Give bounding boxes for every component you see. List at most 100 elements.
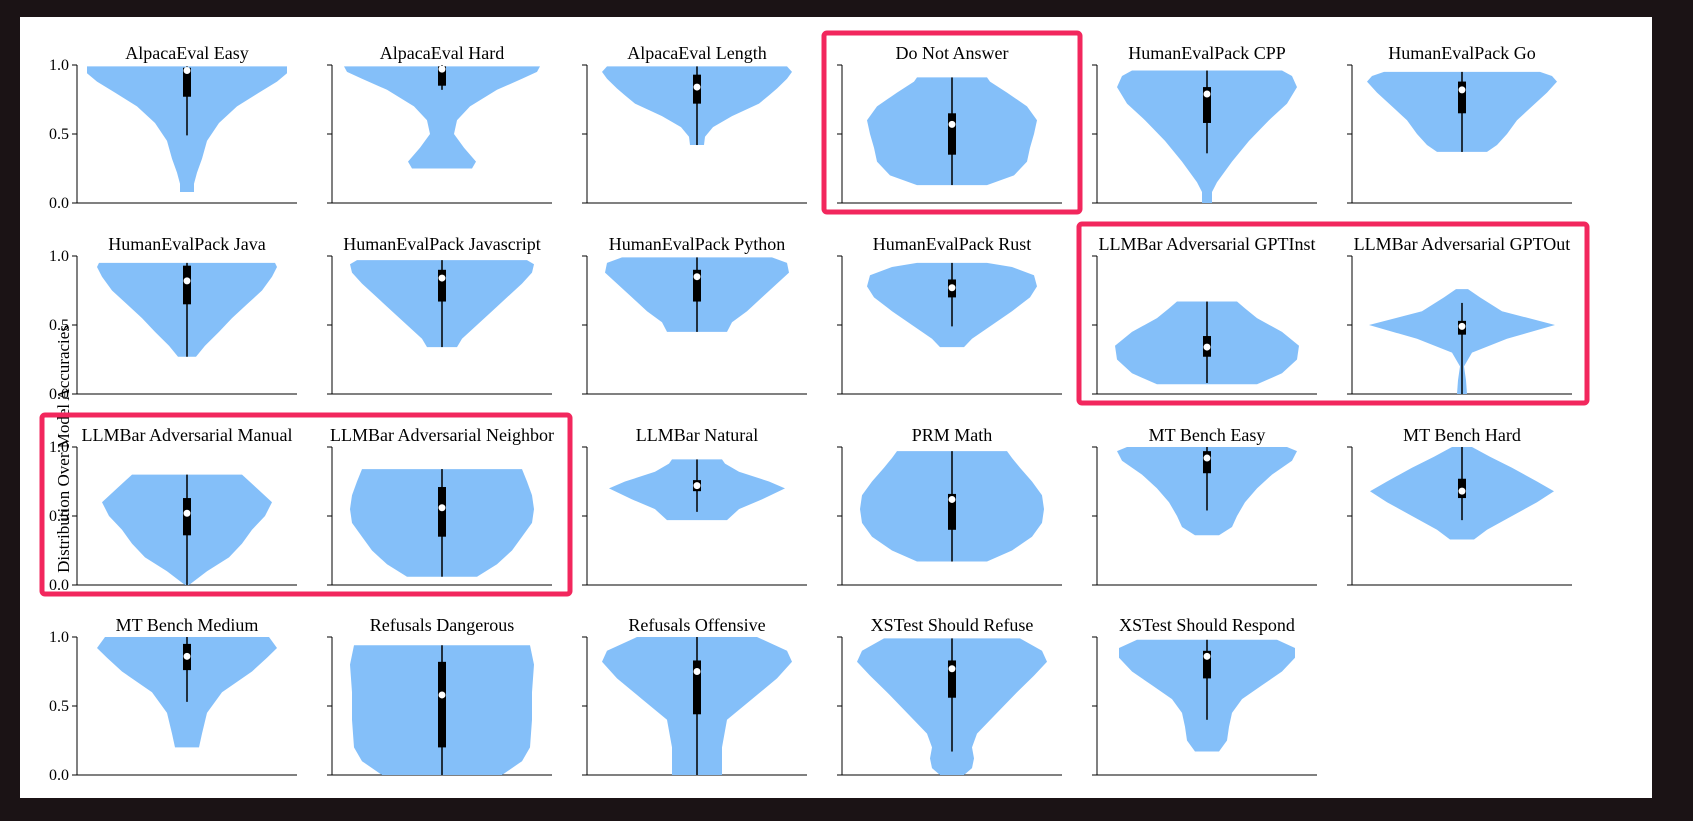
panel-title: AlpacaEval Easy bbox=[125, 43, 248, 63]
panel-title: LLMBar Adversarial Manual bbox=[82, 425, 293, 445]
median-marker bbox=[183, 67, 191, 75]
median-marker bbox=[1458, 487, 1466, 495]
highlight-box bbox=[39, 412, 573, 597]
median-marker bbox=[948, 665, 956, 673]
median-marker bbox=[1458, 86, 1466, 94]
panel-title: XSTest Should Refuse bbox=[871, 615, 1034, 635]
median-marker bbox=[693, 83, 701, 91]
iqr-box bbox=[1458, 81, 1466, 114]
median-marker bbox=[1203, 90, 1211, 98]
y-tick-label: 0.5 bbox=[49, 698, 69, 715]
y-tick-label: 1.0 bbox=[49, 439, 69, 456]
y-tick-label: 1.0 bbox=[49, 248, 69, 265]
panel-mt-bench-hard: MT Bench Hard bbox=[1347, 425, 1572, 586]
y-tick-label: 0.0 bbox=[49, 386, 69, 403]
panel-title: LLMBar Adversarial GPTOut bbox=[1354, 234, 1571, 254]
panel-humanevalpack-python: HumanEvalPack Python bbox=[582, 234, 807, 395]
panels: 0.0 0.5 1.0 AlpacaEval Easy AlpacaEval Hard A… bbox=[49, 43, 1572, 784]
median-marker bbox=[948, 120, 956, 128]
median-marker bbox=[1203, 343, 1211, 351]
violin-body bbox=[344, 66, 540, 169]
panel-title: MT Bench Medium bbox=[116, 615, 259, 635]
y-tick-label: 0.0 bbox=[49, 767, 69, 784]
iqr-box bbox=[438, 661, 446, 748]
highlight-box bbox=[821, 30, 1083, 215]
panel-title: Refusals Dangerous bbox=[370, 615, 514, 635]
panel-llmbar-natural: LLMBar Natural bbox=[582, 425, 807, 586]
iqr-box bbox=[948, 660, 956, 698]
panel-prm-math: PRM Math bbox=[837, 425, 1062, 586]
panel-title: HumanEvalPack Java bbox=[108, 234, 265, 254]
y-tick-label: 0.5 bbox=[49, 317, 69, 334]
panel-alpacaeval-hard: AlpacaEval Hard bbox=[327, 43, 552, 204]
y-tick-label: 0.0 bbox=[49, 195, 69, 212]
panel-title: AlpacaEval Hard bbox=[380, 43, 504, 63]
iqr-box bbox=[693, 269, 701, 302]
iqr-box bbox=[438, 66, 446, 86]
iqr-box bbox=[693, 660, 701, 715]
panel-alpacaeval-length: AlpacaEval Length bbox=[582, 43, 807, 204]
iqr-box bbox=[183, 67, 191, 97]
panel-title: LLMBar Adversarial Neighbor bbox=[330, 425, 554, 445]
median-marker bbox=[1458, 322, 1466, 330]
y-axis-label: Distribution Over Model Accuracies bbox=[54, 325, 73, 573]
panel-mt-bench-medium: 0.0 0.5 1.0 MT Bench Medium bbox=[49, 615, 297, 784]
iqr-box bbox=[948, 113, 956, 155]
panel-title: Refusals Offensive bbox=[628, 615, 765, 635]
panel-llmbar-adversarial-manual: 0.0 0.5 1.0 LLMBar Adversarial Manual bbox=[49, 425, 297, 594]
median-marker bbox=[438, 691, 446, 699]
panel-humanevalpack-go: HumanEvalPack Go bbox=[1347, 43, 1572, 204]
panel-title: HumanEvalPack Javascript bbox=[343, 234, 540, 254]
median-marker bbox=[948, 495, 956, 503]
panel-title: HumanEvalPack CPP bbox=[1128, 43, 1286, 63]
median-marker bbox=[1203, 454, 1211, 462]
iqr-box bbox=[1203, 87, 1211, 123]
panel-title: LLMBar Adversarial GPTInst bbox=[1099, 234, 1316, 254]
panel-humanevalpack-rust: HumanEvalPack Rust bbox=[837, 234, 1062, 395]
median-marker bbox=[693, 668, 701, 675]
panel-xstest-should-refuse: XSTest Should Refuse bbox=[837, 615, 1062, 776]
panel-title: MT Bench Easy bbox=[1149, 425, 1266, 445]
panel-llmbar-adversarial-gptinst: LLMBar Adversarial GPTInst bbox=[1092, 234, 1317, 395]
iqr-box bbox=[1203, 451, 1211, 474]
panel-title: HumanEvalPack Rust bbox=[873, 234, 1031, 254]
y-tick-label: 1.0 bbox=[49, 629, 69, 646]
panel-title: LLMBar Natural bbox=[636, 425, 758, 445]
iqr-box bbox=[948, 493, 956, 530]
panel-title: PRM Math bbox=[912, 425, 993, 445]
median-marker bbox=[438, 274, 446, 282]
panel-alpacaeval-easy: 0.0 0.5 1.0 AlpacaEval Easy bbox=[49, 43, 297, 212]
median-marker bbox=[183, 277, 191, 285]
median-marker bbox=[1203, 652, 1211, 660]
y-tick-label: 0.5 bbox=[49, 508, 69, 525]
panel-humanevalpack-java: 0.0 0.5 1.0 HumanEvalPack Java bbox=[49, 234, 297, 403]
highlight-box bbox=[1076, 221, 1590, 406]
panel-title: HumanEvalPack Go bbox=[1388, 43, 1535, 63]
iqr-box bbox=[1203, 650, 1211, 679]
figure-background bbox=[20, 17, 1652, 798]
panel-refusals-offensive: Refusals Offensive bbox=[582, 615, 807, 776]
panel-title: MT Bench Hard bbox=[1403, 425, 1521, 445]
y-tick-label: 0.5 bbox=[49, 126, 69, 143]
panel-title: HumanEvalPack Python bbox=[609, 234, 785, 254]
y-tick-label: 0.0 bbox=[49, 577, 69, 594]
median-marker bbox=[693, 273, 701, 281]
panel-title: Do Not Answer bbox=[896, 43, 1009, 63]
violin-figure: Distribution Over Model Accuracies 0.00.… bbox=[39, 30, 1590, 784]
median-marker bbox=[183, 652, 191, 660]
median-marker bbox=[438, 504, 446, 512]
median-marker bbox=[183, 509, 191, 517]
median-marker bbox=[948, 284, 956, 292]
panel-llmbar-adversarial-neighbor: LLMBar Adversarial Neighbor bbox=[327, 425, 554, 586]
highlight-boxes bbox=[39, 30, 1590, 597]
median-marker bbox=[693, 482, 701, 490]
panel-title: XSTest Should Respond bbox=[1119, 615, 1295, 635]
median-marker bbox=[438, 65, 446, 73]
y-tick-label: 1.0 bbox=[49, 57, 69, 74]
panel-mt-bench-easy: MT Bench Easy bbox=[1092, 425, 1317, 586]
iqr-box bbox=[438, 487, 446, 537]
iqr-box bbox=[438, 269, 446, 302]
panel-refusals-dangerous: Refusals Dangerous bbox=[327, 615, 552, 776]
iqr-box bbox=[183, 265, 191, 305]
panel-humanevalpack-cpp: HumanEvalPack CPP bbox=[1092, 43, 1317, 204]
